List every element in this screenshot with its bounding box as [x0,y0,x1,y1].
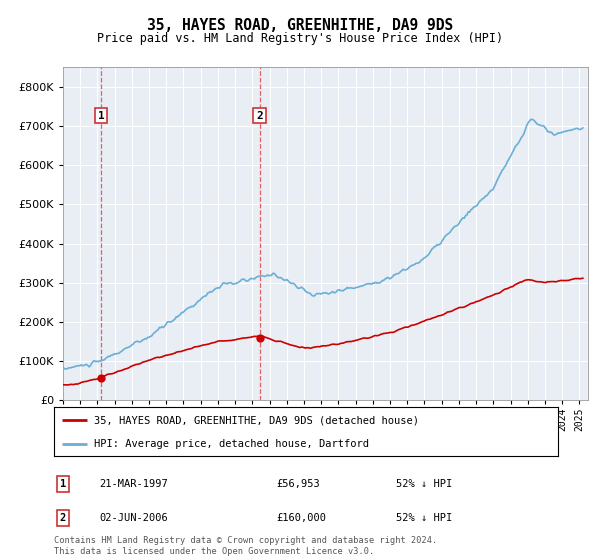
Text: Contains HM Land Registry data © Crown copyright and database right 2024.
This d: Contains HM Land Registry data © Crown c… [54,536,437,556]
Text: Price paid vs. HM Land Registry's House Price Index (HPI): Price paid vs. HM Land Registry's House … [97,32,503,45]
Text: 35, HAYES ROAD, GREENHITHE, DA9 9DS (detached house): 35, HAYES ROAD, GREENHITHE, DA9 9DS (det… [94,416,419,426]
Text: 1: 1 [60,479,66,489]
Text: £160,000: £160,000 [276,513,326,523]
Text: 52% ↓ HPI: 52% ↓ HPI [396,513,452,523]
Text: 21-MAR-1997: 21-MAR-1997 [99,479,168,489]
Text: 1: 1 [98,110,104,120]
Text: 2: 2 [60,513,66,523]
Text: 52% ↓ HPI: 52% ↓ HPI [396,479,452,489]
Text: 02-JUN-2006: 02-JUN-2006 [99,513,168,523]
Text: HPI: Average price, detached house, Dartford: HPI: Average price, detached house, Dart… [94,439,370,449]
Text: 2: 2 [256,110,263,120]
Text: 35, HAYES ROAD, GREENHITHE, DA9 9DS: 35, HAYES ROAD, GREENHITHE, DA9 9DS [147,18,453,33]
Text: £56,953: £56,953 [276,479,320,489]
